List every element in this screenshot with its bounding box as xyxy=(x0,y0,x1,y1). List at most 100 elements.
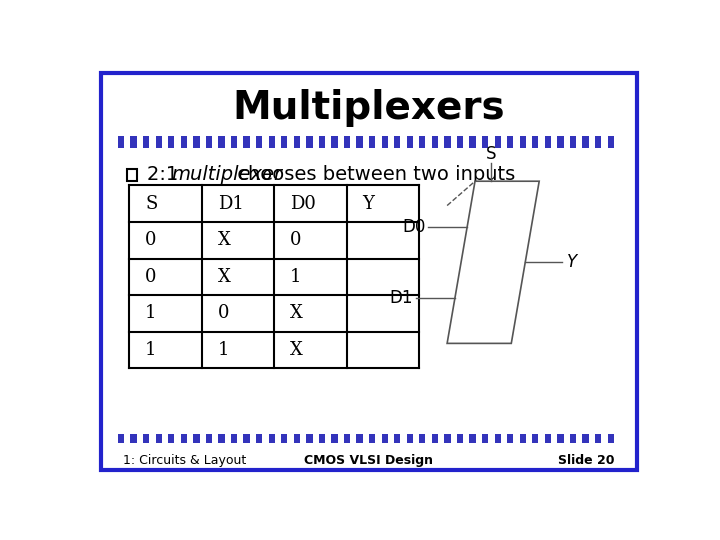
Text: 0: 0 xyxy=(145,268,156,286)
FancyBboxPatch shape xyxy=(187,136,193,148)
FancyBboxPatch shape xyxy=(614,434,620,443)
FancyBboxPatch shape xyxy=(118,434,124,443)
FancyBboxPatch shape xyxy=(444,434,451,443)
Text: CMOS VLSI Design: CMOS VLSI Design xyxy=(305,454,433,467)
Text: 1: 1 xyxy=(145,341,156,359)
FancyBboxPatch shape xyxy=(294,136,300,148)
Text: 1: 1 xyxy=(290,268,302,286)
FancyBboxPatch shape xyxy=(199,136,206,148)
FancyBboxPatch shape xyxy=(595,136,601,148)
FancyBboxPatch shape xyxy=(287,136,294,148)
FancyBboxPatch shape xyxy=(576,136,582,148)
FancyBboxPatch shape xyxy=(539,434,545,443)
FancyBboxPatch shape xyxy=(413,136,419,148)
FancyBboxPatch shape xyxy=(225,136,231,148)
FancyBboxPatch shape xyxy=(388,434,394,443)
FancyBboxPatch shape xyxy=(319,434,325,443)
FancyBboxPatch shape xyxy=(451,434,457,443)
Text: 1: 1 xyxy=(217,341,229,359)
FancyBboxPatch shape xyxy=(444,136,451,148)
FancyBboxPatch shape xyxy=(369,136,375,148)
FancyBboxPatch shape xyxy=(457,136,463,148)
Text: D0: D0 xyxy=(290,195,316,213)
FancyBboxPatch shape xyxy=(388,136,394,148)
FancyBboxPatch shape xyxy=(608,434,614,443)
FancyBboxPatch shape xyxy=(564,136,570,148)
FancyBboxPatch shape xyxy=(275,434,281,443)
FancyBboxPatch shape xyxy=(375,434,382,443)
FancyBboxPatch shape xyxy=(545,136,551,148)
FancyBboxPatch shape xyxy=(551,434,557,443)
FancyBboxPatch shape xyxy=(350,136,356,148)
FancyBboxPatch shape xyxy=(256,136,262,148)
FancyBboxPatch shape xyxy=(375,136,382,148)
Text: D0: D0 xyxy=(402,218,426,235)
FancyBboxPatch shape xyxy=(143,434,149,443)
Polygon shape xyxy=(447,181,539,343)
FancyBboxPatch shape xyxy=(469,434,476,443)
FancyBboxPatch shape xyxy=(507,136,513,148)
FancyBboxPatch shape xyxy=(174,434,181,443)
FancyBboxPatch shape xyxy=(181,136,187,148)
Text: 0: 0 xyxy=(290,231,302,249)
FancyBboxPatch shape xyxy=(419,136,426,148)
FancyBboxPatch shape xyxy=(507,434,513,443)
FancyBboxPatch shape xyxy=(608,136,614,148)
FancyBboxPatch shape xyxy=(526,136,532,148)
FancyBboxPatch shape xyxy=(413,434,419,443)
FancyBboxPatch shape xyxy=(281,434,287,443)
FancyBboxPatch shape xyxy=(306,136,312,148)
FancyBboxPatch shape xyxy=(438,136,444,148)
FancyBboxPatch shape xyxy=(325,136,331,148)
Text: X: X xyxy=(290,341,303,359)
FancyBboxPatch shape xyxy=(294,434,300,443)
FancyBboxPatch shape xyxy=(344,136,350,148)
Text: S: S xyxy=(145,195,158,213)
FancyBboxPatch shape xyxy=(231,136,237,148)
FancyBboxPatch shape xyxy=(206,136,212,148)
FancyBboxPatch shape xyxy=(520,136,526,148)
FancyBboxPatch shape xyxy=(539,136,545,148)
FancyBboxPatch shape xyxy=(187,434,193,443)
FancyBboxPatch shape xyxy=(206,434,212,443)
FancyBboxPatch shape xyxy=(250,434,256,443)
FancyBboxPatch shape xyxy=(501,136,507,148)
FancyBboxPatch shape xyxy=(482,136,488,148)
FancyBboxPatch shape xyxy=(300,434,306,443)
FancyBboxPatch shape xyxy=(269,434,275,443)
FancyBboxPatch shape xyxy=(212,434,218,443)
Text: S: S xyxy=(486,145,496,163)
FancyBboxPatch shape xyxy=(269,136,275,148)
FancyBboxPatch shape xyxy=(331,434,338,443)
Text: X: X xyxy=(217,268,230,286)
FancyBboxPatch shape xyxy=(601,434,608,443)
FancyBboxPatch shape xyxy=(344,434,350,443)
Text: D1: D1 xyxy=(217,195,243,213)
FancyBboxPatch shape xyxy=(595,434,601,443)
FancyBboxPatch shape xyxy=(338,136,344,148)
FancyBboxPatch shape xyxy=(312,136,319,148)
FancyBboxPatch shape xyxy=(457,434,463,443)
FancyBboxPatch shape xyxy=(225,434,231,443)
FancyBboxPatch shape xyxy=(363,136,369,148)
FancyBboxPatch shape xyxy=(564,434,570,443)
FancyBboxPatch shape xyxy=(237,434,243,443)
Text: 0: 0 xyxy=(475,218,485,235)
FancyBboxPatch shape xyxy=(300,136,306,148)
FancyBboxPatch shape xyxy=(281,136,287,148)
FancyBboxPatch shape xyxy=(400,136,407,148)
FancyBboxPatch shape xyxy=(193,434,199,443)
FancyBboxPatch shape xyxy=(256,434,262,443)
FancyBboxPatch shape xyxy=(101,73,637,470)
Text: 1: 1 xyxy=(475,289,486,307)
FancyBboxPatch shape xyxy=(407,434,413,443)
FancyBboxPatch shape xyxy=(426,434,432,443)
FancyBboxPatch shape xyxy=(394,434,400,443)
Text: Y: Y xyxy=(567,253,577,271)
FancyBboxPatch shape xyxy=(250,136,256,148)
FancyBboxPatch shape xyxy=(325,434,331,443)
FancyBboxPatch shape xyxy=(589,434,595,443)
FancyBboxPatch shape xyxy=(363,434,369,443)
FancyBboxPatch shape xyxy=(476,136,482,148)
FancyBboxPatch shape xyxy=(319,136,325,148)
